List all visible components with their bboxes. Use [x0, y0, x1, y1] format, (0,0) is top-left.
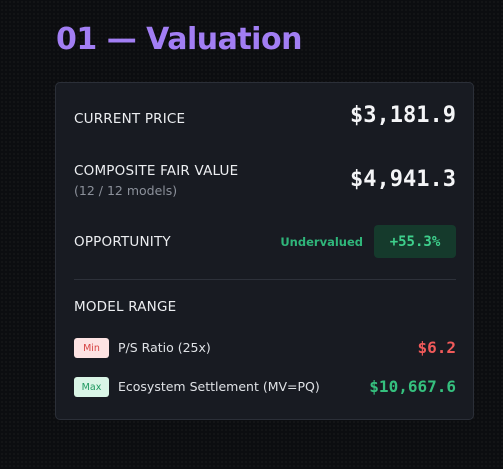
min-model-name: P/S Ratio (25x) [118, 340, 211, 355]
max-model-value: $10,667.6 [369, 377, 456, 396]
current-price-value: $3,181.9 [350, 103, 456, 128]
current-price-label: CURRENT PRICE [74, 111, 186, 127]
valuation-card: CURRENT PRICE $3,181.9 COMPOSITE FAIR VA… [55, 82, 474, 420]
section-title: 01 — Valuation [56, 22, 302, 57]
max-badge: Max [74, 377, 109, 397]
min-badge: Min [74, 338, 109, 358]
opportunity-percent-badge: +55.3% [374, 225, 456, 258]
min-model-value: $6.2 [417, 338, 456, 357]
model-range-heading: MODEL RANGE [74, 299, 177, 315]
composite-model-count: (12 / 12 models) [74, 183, 178, 198]
max-model-name: Ecosystem Settlement (MV=PQ) [118, 379, 320, 394]
composite-fair-value-label: COMPOSITE FAIR VALUE [74, 163, 239, 179]
opportunity-label: OPPORTUNITY [74, 234, 171, 250]
valuation-status: Undervalued [280, 235, 363, 249]
divider [74, 279, 456, 280]
composite-fair-value: $4,941.3 [350, 167, 456, 192]
